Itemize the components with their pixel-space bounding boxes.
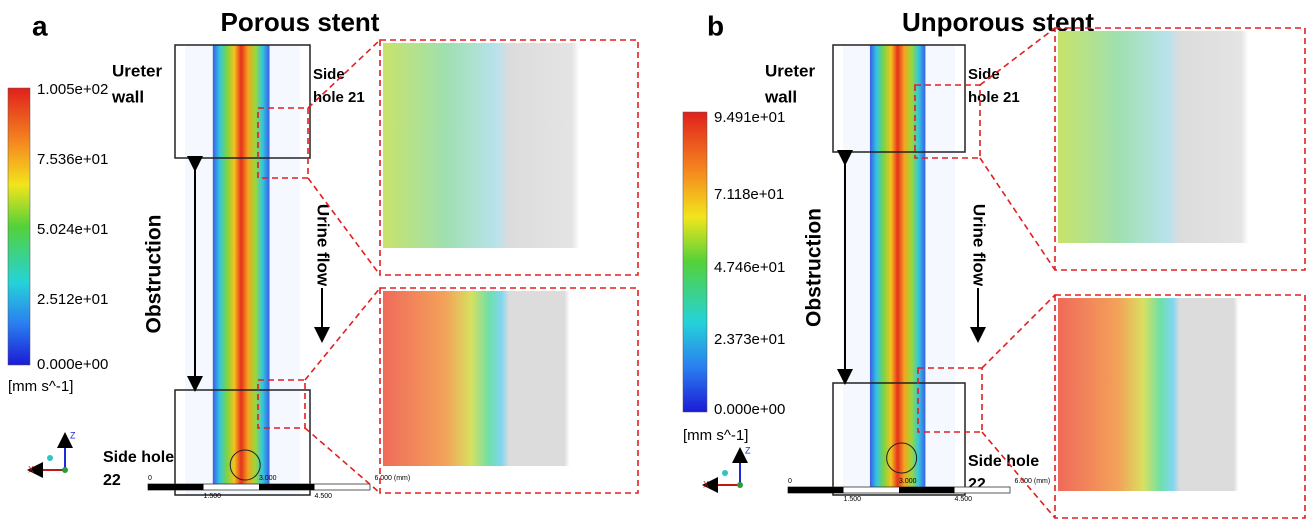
panel-letter: b: [707, 10, 724, 41]
inset-top: [383, 43, 635, 248]
side-hole-bottom-label: Side hole: [103, 449, 174, 466]
colorbar-tick-label: 7.118e+01: [714, 186, 784, 203]
colorbar-tick-label: 2.512e+01: [37, 291, 108, 308]
flow-stream: [212, 45, 270, 490]
panel-title: Porous stent: [221, 7, 380, 37]
flow-stream: [869, 45, 926, 490]
zoom-box: [914, 84, 981, 159]
scale-label: 3.000: [259, 475, 277, 482]
inset-top-frame: [379, 39, 639, 276]
colorbar-tick-label: 0.000e+00: [714, 401, 785, 418]
bottom-segment: [174, 389, 311, 496]
scale-label: 6.000 (mm): [1014, 478, 1050, 485]
zoom-line: [979, 157, 1056, 271]
axis-z-label: Z: [70, 430, 76, 440]
ureter-wall-label: wall: [111, 87, 144, 106]
colorbar: [682, 111, 708, 413]
scale-bar-black: [899, 487, 955, 493]
colorbar-tick-label: 2.373e+01: [714, 331, 785, 348]
zoom-box: [257, 379, 306, 429]
colorbar-unit: [mm s^-1]: [683, 427, 748, 444]
obstruction-label: Obstruction: [143, 215, 166, 334]
inset-top-frame: [1054, 27, 1306, 271]
colorbar-tick-label: 1.005e+02: [37, 81, 108, 98]
panel-letter: a: [32, 10, 48, 41]
colorbar-unit: [mm s^-1]: [8, 378, 73, 395]
scale-bar-black: [148, 484, 204, 490]
top-segment: [174, 44, 311, 159]
scale-label: 0: [148, 475, 152, 482]
side-hole-top-label: Side: [968, 66, 1000, 83]
side-hole-bottom-label: 22: [103, 472, 121, 489]
side-hole-top-label: hole 21: [968, 89, 1020, 106]
inset-bottom-frame: [1054, 294, 1306, 519]
colorbar-tick-label: 7.536e+01: [37, 151, 108, 168]
zoom-line: [981, 431, 1056, 519]
bottom-segment: [832, 382, 966, 496]
scale-bar-black: [259, 484, 315, 490]
scale-label: 1.500: [204, 493, 222, 500]
ureter-wall-label: wall: [764, 87, 797, 106]
zoom-line: [304, 427, 381, 494]
ureter-wall-label: Ureter: [112, 61, 162, 80]
inset-bottom-frame: [379, 287, 639, 494]
axis-x-label: X: [28, 464, 34, 474]
colorbar: [7, 87, 31, 366]
zoom-line: [979, 27, 1056, 86]
inset-bottom: [383, 291, 635, 466]
zoom-line: [981, 294, 1056, 369]
side-hole-marker: [229, 449, 261, 481]
colorbar-tick-label: 9.491e+01: [714, 109, 785, 126]
scale-label: 3.000: [899, 478, 917, 485]
axis-dot: [47, 455, 53, 461]
zoom-line: [307, 39, 381, 109]
axis-dot: [722, 470, 728, 476]
obstruction-label: Obstruction: [803, 208, 826, 327]
scale-label: 1.500: [844, 496, 862, 503]
zoom-line: [307, 177, 381, 276]
scale-bar-black: [788, 487, 844, 493]
scale-label: 4.500: [955, 496, 973, 503]
zoom-line: [304, 287, 381, 381]
scale-label: 6.000 (mm): [374, 475, 410, 482]
scale-label: 4.500: [315, 493, 333, 500]
side-hole-marker: [886, 442, 918, 474]
colorbar-tick-label: 0.000e+00: [37, 356, 108, 373]
axis-z-label: Z: [745, 445, 751, 455]
zoom-box: [257, 107, 309, 179]
axis-origin: [62, 467, 68, 473]
colorbar-tick-label: 5.024e+01: [37, 221, 108, 238]
side-hole-top-label: Side: [313, 66, 345, 83]
flow-label: Urine flow: [314, 204, 333, 287]
zoom-box: [917, 367, 983, 433]
inset-bottom: [1058, 298, 1302, 491]
colorbar-tick-label: 4.746e+01: [714, 259, 785, 276]
side-hole-top-label: hole 21: [313, 89, 365, 106]
scale-label: 0: [788, 478, 792, 485]
axis-origin: [737, 482, 743, 488]
side-hole-bottom-label: Side hole: [968, 453, 1039, 470]
inset-top: [1058, 31, 1302, 243]
top-segment: [832, 44, 966, 153]
flow-label: Urine flow: [970, 204, 989, 287]
ureter-wall-label: Ureter: [765, 61, 815, 80]
axis-x-label: X: [703, 479, 709, 489]
